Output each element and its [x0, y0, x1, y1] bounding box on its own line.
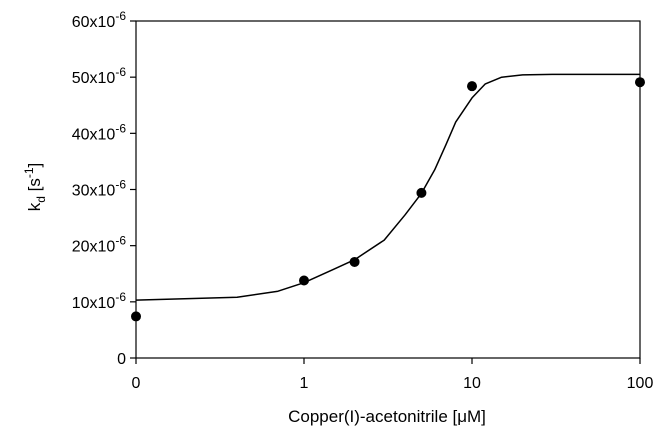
data-points-layer — [131, 77, 645, 322]
y-axis-title: kd [s-1] — [22, 163, 48, 212]
y-axis: 0 10x10-6 20x10-6 30x10-6 40x10-6 50x10-6 60x1… — [72, 9, 136, 368]
x-axis: 0 1 10 100 — [132, 358, 654, 392]
plot-frame — [135, 20, 641, 359]
y-tick-label: 30x10-6 — [72, 178, 127, 200]
x-axis-title: Copper(I)-acetonitrile [μM] — [288, 407, 486, 426]
data-point — [349, 256, 360, 267]
x-tick-label: 0 — [132, 375, 141, 392]
plot-area-border — [135, 20, 641, 359]
fit-curve — [135, 73, 640, 301]
data-point — [635, 77, 645, 88]
y-tick-label: 40x10-6 — [72, 121, 127, 143]
fit-curve-layer — [135, 73, 640, 301]
data-point — [416, 187, 427, 198]
x-tick-label: 1 — [300, 375, 309, 392]
x-tick-label: 10 — [463, 375, 481, 392]
y-tick-label: 0 — [117, 351, 126, 368]
x-tick-label: 100 — [627, 375, 654, 392]
y-tick-label: 20x10-6 — [72, 234, 127, 256]
data-point — [299, 275, 309, 286]
y-tick-label: 10x10-6 — [72, 290, 127, 312]
data-point — [467, 81, 477, 92]
y-tick-label: 50x10-6 — [72, 65, 127, 87]
data-point — [131, 311, 141, 322]
y-tick-label: 60x10-6 — [72, 9, 127, 31]
